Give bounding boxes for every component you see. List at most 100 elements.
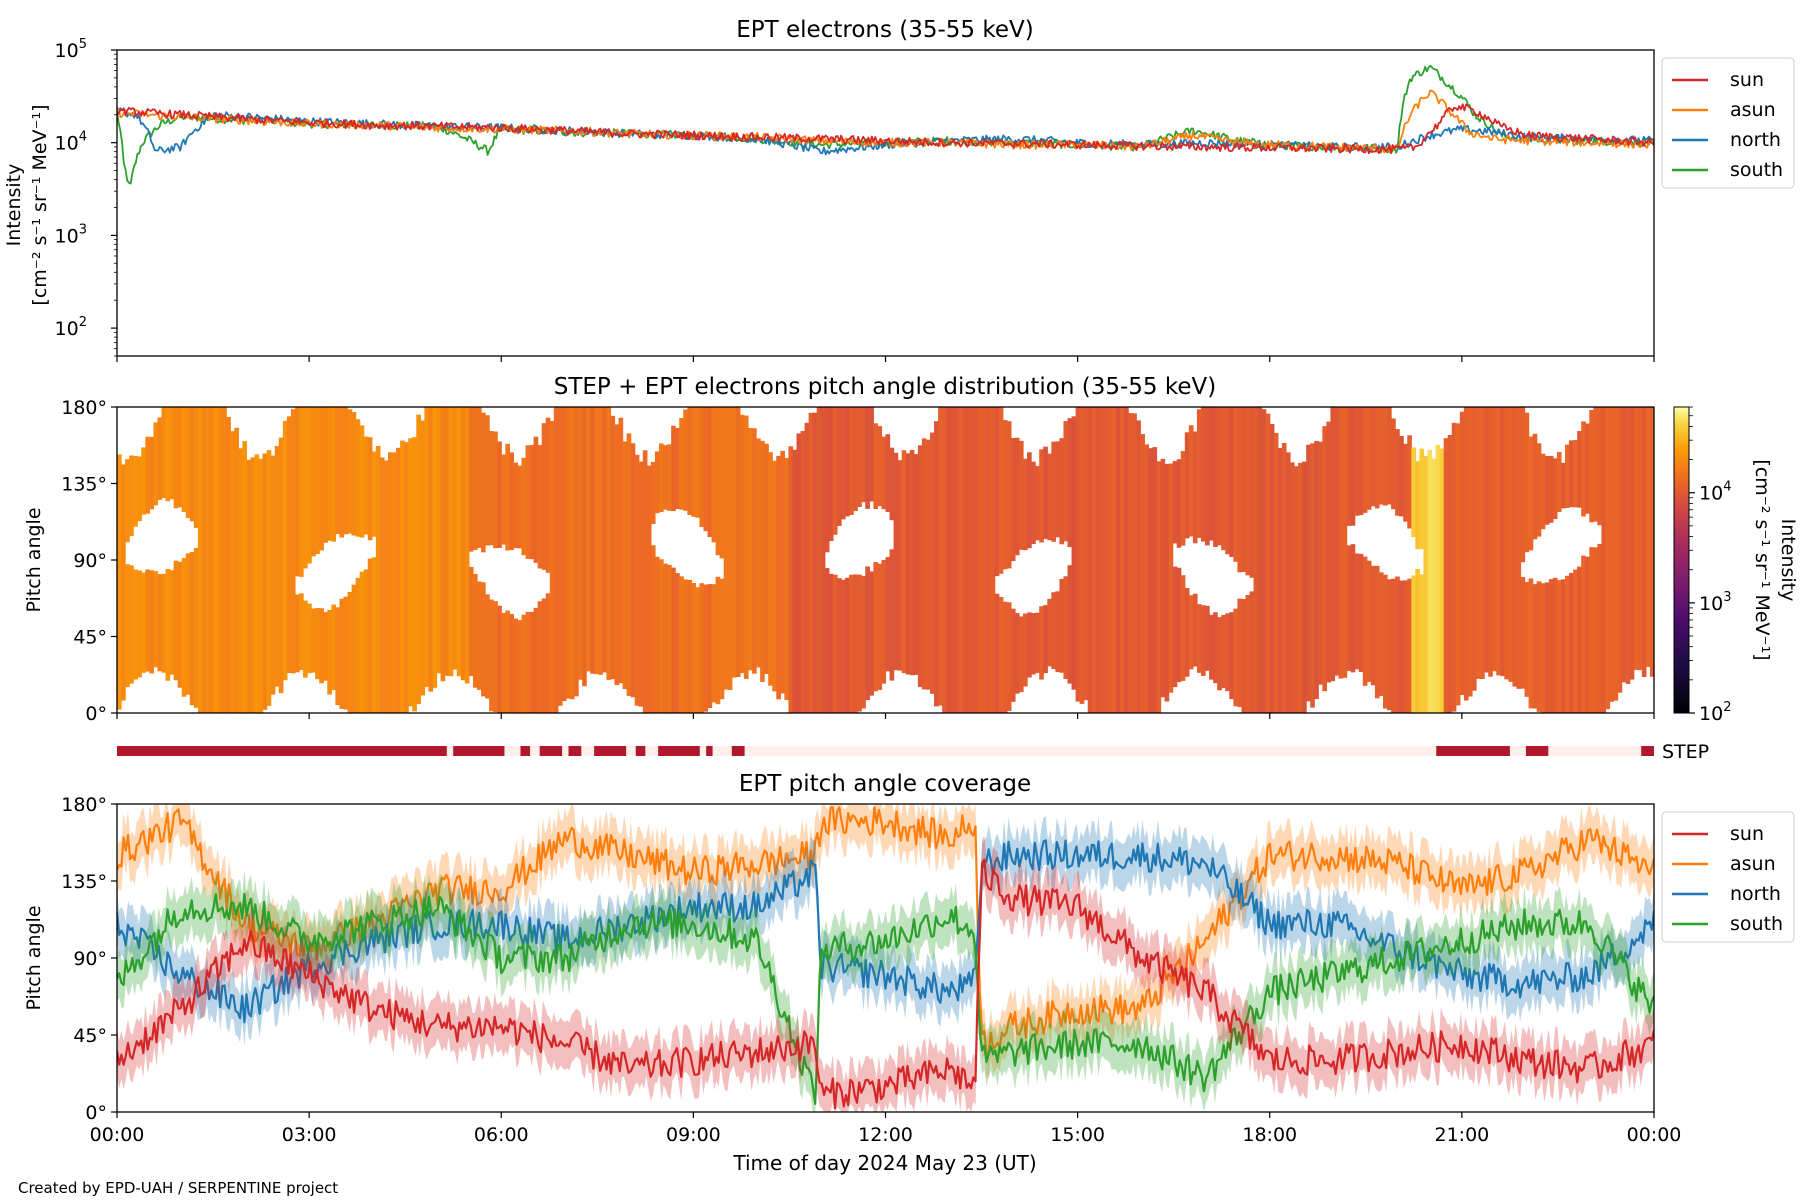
pad-cell	[165, 407, 171, 502]
pad-cell	[1107, 407, 1113, 713]
pad-cell	[873, 423, 879, 510]
pad-cell	[485, 415, 490, 546]
pad-cell	[707, 584, 713, 708]
pad-cell	[177, 561, 183, 688]
pad-cell	[537, 445, 543, 569]
pad-cell	[1395, 576, 1400, 713]
x-tick-label: 15:00	[1050, 1124, 1105, 1146]
pad-cell	[371, 451, 377, 537]
legend-label-sun: sun	[1730, 69, 1764, 91]
panel1-ylabel: Intensity [cm⁻² s⁻¹ sr⁻¹ MeV⁻¹]	[3, 104, 51, 305]
pad-cell	[509, 452, 514, 551]
pad-cell	[582, 407, 587, 687]
pad-cell	[1391, 418, 1396, 510]
pad-cell	[1314, 441, 1319, 699]
pad-cell	[695, 407, 701, 518]
panel2-ylabel: Pitch angle	[23, 507, 45, 612]
pad-panel: STEP + EPT electrons pitch angle distrib…	[23, 374, 1799, 725]
pad-cell	[416, 414, 421, 705]
pad-cell	[1241, 598, 1247, 713]
pad-cell	[153, 422, 159, 506]
pad-cell	[1067, 565, 1073, 684]
pad-cell	[1362, 556, 1368, 686]
pad-cell	[1480, 407, 1485, 680]
pad-cell	[1281, 443, 1287, 713]
pad-cell	[1128, 413, 1133, 713]
pad-cell	[760, 440, 765, 682]
pad-cell	[1609, 407, 1615, 702]
pad-cell	[1411, 575, 1416, 713]
pad-cell	[521, 614, 527, 713]
pad-cell	[355, 577, 361, 713]
pad-cell	[1063, 421, 1069, 542]
pad-cell	[173, 407, 179, 509]
pad-cell	[205, 407, 211, 713]
coverage-band-south	[117, 869, 1654, 1112]
pad-cell	[707, 407, 713, 538]
pad-cell	[683, 409, 688, 511]
pad-cell	[1589, 409, 1594, 523]
pad-cell	[990, 407, 996, 713]
pad-cell	[359, 571, 365, 713]
pad-cell	[363, 436, 369, 535]
pad-cell	[254, 454, 260, 713]
y-tick-label-0-base: 10	[55, 318, 79, 340]
pad-cell	[1245, 594, 1251, 713]
pad-cell	[841, 407, 846, 520]
pad-cell	[954, 407, 959, 713]
pad-cell	[1027, 612, 1032, 678]
pad-cell	[1399, 435, 1404, 517]
pad-cell	[1581, 421, 1586, 517]
pad-cell	[1067, 418, 1073, 548]
pad-cell	[347, 409, 353, 534]
pad-cell	[145, 436, 150, 514]
pad-cell	[687, 579, 692, 713]
pad-cell	[735, 407, 741, 678]
y-tick-label-1: 103	[55, 222, 87, 247]
y-tick-label-3: 105	[55, 37, 87, 62]
pad-cell	[404, 442, 409, 713]
pad-cell	[565, 407, 571, 699]
pad-cell	[986, 407, 992, 713]
pad-cell	[1269, 423, 1275, 713]
pad-cell	[493, 601, 498, 713]
pad-cell	[290, 409, 296, 674]
pad-cell	[1047, 453, 1052, 541]
pad-cell	[743, 415, 749, 679]
panel1-x-ticks	[116, 356, 1655, 362]
pad-cell	[307, 407, 312, 564]
step-segment	[635, 746, 646, 756]
pad-cell	[772, 460, 777, 692]
pad-cell	[355, 419, 361, 537]
pad-cell	[925, 439, 931, 690]
pad-cell	[1597, 543, 1603, 713]
pad-cell	[400, 440, 405, 713]
legend-box	[1661, 57, 1795, 189]
pad-cell	[493, 431, 498, 549]
pad-cell	[1641, 407, 1647, 677]
pad-cell	[157, 417, 163, 500]
pad-cell	[998, 596, 1004, 713]
pad-cell	[125, 564, 130, 688]
pad-cell	[517, 465, 523, 549]
pad-cell	[889, 549, 895, 681]
pad-cell	[849, 407, 854, 515]
pad-cell	[570, 407, 575, 700]
pad-cell	[383, 460, 389, 713]
pad-cell	[1577, 431, 1582, 508]
pad-cell	[1257, 407, 1263, 713]
pad-cell	[909, 449, 915, 676]
pad-cell	[1285, 452, 1291, 713]
pad-cell	[1221, 407, 1226, 551]
pad-cell	[157, 574, 163, 672]
pad-cell	[1047, 598, 1052, 667]
pad-cell	[1051, 592, 1056, 670]
pad-cell	[861, 576, 866, 709]
pad-cell	[893, 452, 899, 671]
legend-label-asun: asun	[1730, 853, 1776, 875]
pad-cell	[808, 412, 814, 713]
pad-cell	[1298, 462, 1303, 713]
pad-cell	[865, 566, 870, 701]
pad-cell	[642, 450, 648, 713]
